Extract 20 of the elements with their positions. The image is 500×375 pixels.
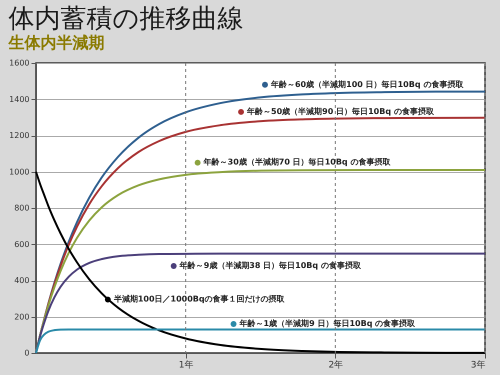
y-tick-label: 1600: [9, 58, 30, 68]
legend-label: 年齢～30歳（半減期70 日）毎日10Bq の食事摂取: [202, 158, 392, 167]
x-tick-label: 3年: [470, 360, 486, 370]
legend-label: 年齢～50歳（半減期90 日）毎日10Bq の食事摂取: [246, 106, 435, 116]
y-tick-label: 800: [14, 204, 30, 212]
legend-label: 半減期100日／1000Bqの食事１回だけの摂取: [112, 294, 286, 304]
y-tick-label: 0: [24, 348, 30, 358]
y-tick-label: 200: [14, 312, 30, 322]
legend-label: 年齢～9歳（半減期38 日）毎日10Bq の食事摂取: [178, 261, 362, 270]
y-tick-label: 600: [14, 240, 30, 249]
x-tick-label: 1年: [178, 360, 194, 370]
legend-label: 年齢～60歳（半減期100 日）毎日10Bq の食事摂取: [270, 80, 464, 89]
y-tick-label: 1200: [9, 131, 30, 140]
x-tick-label: 2年: [328, 360, 344, 370]
legend-label: 年齢～1歳（半減期9 日）毎日10Bq の食事摂取: [238, 319, 416, 328]
chart-title: 体内蓄積の推移曲線: [8, 4, 244, 34]
chart-subtitle: 生体内半減期: [8, 33, 105, 52]
y-tick-label: 1000: [9, 167, 30, 176]
y-tick-label: 400: [14, 276, 30, 285]
y-tick-label: 1400: [9, 94, 30, 104]
